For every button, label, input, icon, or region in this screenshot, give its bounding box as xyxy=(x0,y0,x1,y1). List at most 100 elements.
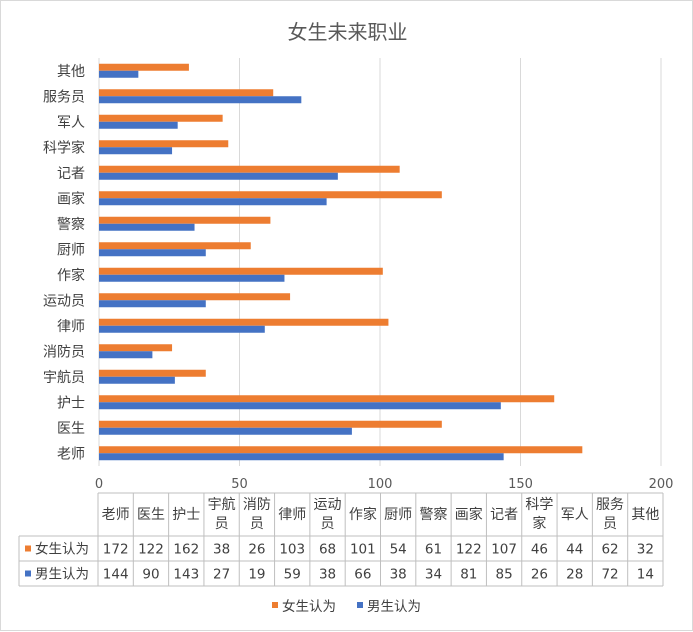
chart-title: 女生未来职业 xyxy=(288,20,408,44)
bar-female-11 xyxy=(99,165,400,173)
bar-female-4 xyxy=(99,344,173,352)
bar-male-7 xyxy=(99,274,285,282)
table-header-2: 护士 xyxy=(172,507,200,523)
bar-female-0 xyxy=(99,446,583,454)
bar-male-0 xyxy=(99,453,504,461)
table-cell-female-10: 122 xyxy=(456,542,482,558)
table-header-15: 其他 xyxy=(631,507,659,523)
category-label-2: 护士 xyxy=(57,395,85,411)
table-cell-female-7: 101 xyxy=(350,542,376,558)
table-header-3-line1: 宇航 xyxy=(208,497,236,513)
category-label-0: 老师 xyxy=(57,446,85,462)
bar-male-15 xyxy=(99,70,139,78)
table-header-12-line1: 科学 xyxy=(525,497,553,513)
legend-label-male: 男生认为 xyxy=(367,599,421,615)
x-tick-label-0: 0 xyxy=(95,477,103,492)
table-header-12-line2: 家 xyxy=(532,515,546,532)
category-label-15: 其他 xyxy=(57,64,85,80)
table-header-3-line2: 员 xyxy=(215,516,229,532)
table-row-label-female: 女生认为 xyxy=(35,541,89,558)
legend-swatch-male xyxy=(357,602,363,608)
bar-female-9 xyxy=(99,216,271,224)
category-label-8: 厨师 xyxy=(57,242,85,258)
table-header-11: 记者 xyxy=(490,507,518,523)
bar-female-15 xyxy=(99,63,189,71)
x-tick-label-50: 50 xyxy=(231,477,248,492)
table-cell-male-11: 85 xyxy=(496,567,513,583)
table-cell-female-5: 103 xyxy=(279,542,305,558)
table-legend-key-female xyxy=(25,545,31,552)
table-cell-female-8: 54 xyxy=(390,542,407,558)
bar-male-14 xyxy=(99,96,302,104)
category-label-12: 科学家 xyxy=(43,139,85,156)
table-cell-male-12: 26 xyxy=(531,567,548,583)
table-header-7: 作家 xyxy=(349,506,377,523)
table-row-label-male: 男生认为 xyxy=(35,567,89,583)
table-cell-female-14: 62 xyxy=(601,542,618,558)
category-label-5: 律师 xyxy=(57,319,85,335)
table-cell-female-11: 107 xyxy=(491,542,517,558)
table-cell-female-0: 172 xyxy=(103,542,129,558)
table-header-10: 画家 xyxy=(455,506,483,523)
bar-male-12 xyxy=(99,147,173,155)
table-cell-female-3: 38 xyxy=(213,542,230,558)
category-label-4: 消防员 xyxy=(43,344,85,360)
bar-male-1 xyxy=(99,427,352,435)
bar-female-2 xyxy=(99,395,555,403)
table-cell-male-5: 59 xyxy=(284,567,301,583)
table-cell-female-1: 122 xyxy=(138,542,164,558)
table-header-5: 律师 xyxy=(278,507,306,523)
table-cell-female-13: 44 xyxy=(566,542,583,558)
bar-male-4 xyxy=(99,351,153,359)
bar-female-5 xyxy=(99,318,389,326)
bar-female-10 xyxy=(99,191,442,199)
table-cell-male-9: 34 xyxy=(425,567,442,583)
bar-female-8 xyxy=(99,242,251,250)
category-label-1: 医生 xyxy=(57,421,85,437)
table-cell-male-3: 27 xyxy=(213,567,230,583)
table-header-8: 厨师 xyxy=(384,507,412,523)
table-cell-female-4: 26 xyxy=(248,542,265,558)
bar-male-11 xyxy=(99,172,338,180)
category-label-7: 作家 xyxy=(57,267,85,284)
category-label-13: 军人 xyxy=(57,115,85,131)
x-tick-label-200: 200 xyxy=(649,477,674,492)
category-label-11: 记者 xyxy=(57,166,85,182)
category-label-14: 服务员 xyxy=(43,89,85,105)
bar-female-12 xyxy=(99,140,229,148)
bar-male-13 xyxy=(99,121,178,129)
bar-female-13 xyxy=(99,114,223,122)
bar-male-6 xyxy=(99,300,206,308)
table-cell-male-10: 81 xyxy=(460,567,477,583)
table-cell-female-6: 68 xyxy=(319,542,336,558)
category-label-10: 画家 xyxy=(57,190,85,207)
table-header-1: 医生 xyxy=(137,507,165,523)
bar-female-3 xyxy=(99,369,206,377)
bar-male-9 xyxy=(99,223,195,231)
bar-female-6 xyxy=(99,293,291,301)
table-header-0: 老师 xyxy=(102,507,130,523)
table-cell-female-15: 32 xyxy=(637,542,654,558)
table-cell-female-12: 46 xyxy=(531,542,548,558)
category-label-6: 运动员 xyxy=(43,293,85,309)
table-header-14-line2: 员 xyxy=(603,516,617,532)
bar-male-8 xyxy=(99,249,206,257)
table-cell-male-6: 38 xyxy=(319,567,336,583)
table-header-14-line1: 服务 xyxy=(596,497,624,513)
table-header-6-line1: 运动 xyxy=(314,497,342,513)
legend-swatch-female xyxy=(272,602,278,608)
table-cell-male-8: 38 xyxy=(390,567,407,583)
table-cell-male-2: 143 xyxy=(173,567,199,583)
bar-male-5 xyxy=(99,325,265,333)
legend-label-female: 女生认为 xyxy=(282,598,336,615)
table-header-13: 军人 xyxy=(561,507,589,523)
x-tick-label-150: 150 xyxy=(508,477,533,492)
bar-male-3 xyxy=(99,376,175,384)
table-cell-male-1: 90 xyxy=(142,567,159,583)
bar-male-10 xyxy=(99,198,327,206)
table-cell-male-7: 66 xyxy=(354,567,371,583)
table-cell-male-4: 19 xyxy=(248,567,265,583)
table-cell-female-2: 162 xyxy=(173,542,199,558)
